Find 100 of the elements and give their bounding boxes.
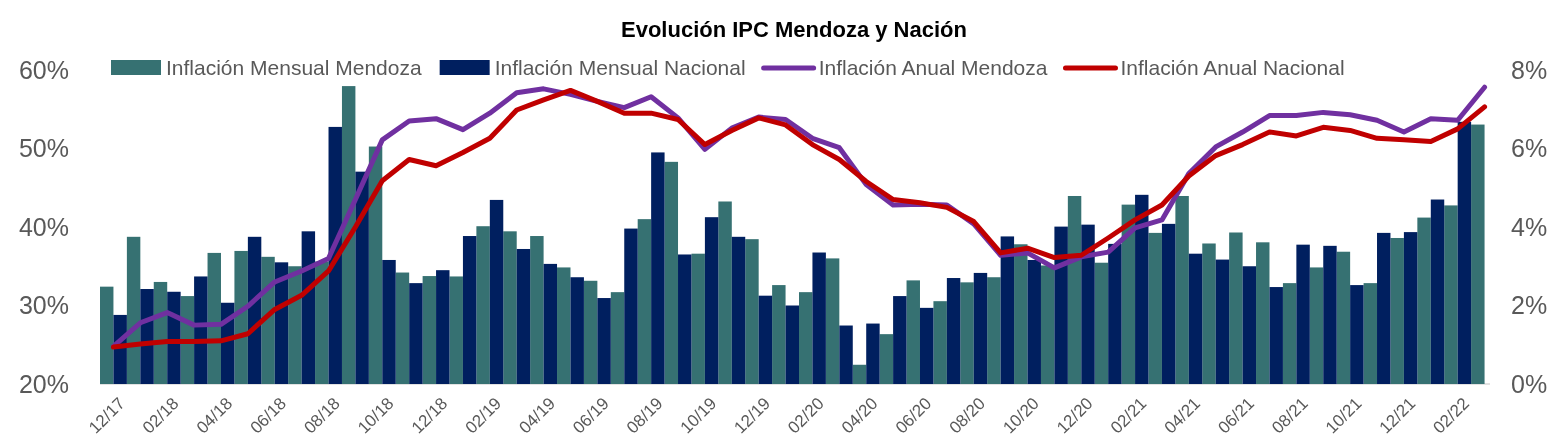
bar bbox=[812, 252, 826, 384]
bar bbox=[1417, 217, 1431, 384]
bar bbox=[570, 277, 584, 384]
bar bbox=[1014, 244, 1028, 384]
bar bbox=[1269, 287, 1283, 384]
bar bbox=[704, 217, 719, 384]
y-tick-label: 60% bbox=[18, 55, 69, 84]
bar bbox=[960, 282, 974, 384]
bar bbox=[597, 298, 611, 384]
bar bbox=[664, 161, 679, 384]
bar bbox=[1027, 259, 1041, 384]
bar bbox=[637, 219, 652, 384]
bar bbox=[1175, 195, 1189, 384]
bar bbox=[946, 278, 961, 384]
chart-title: Evolución IPC Mendoza y Nación bbox=[621, 17, 967, 42]
bar bbox=[516, 248, 531, 384]
bar bbox=[543, 263, 558, 384]
bar bbox=[1229, 232, 1243, 384]
bar bbox=[1457, 121, 1472, 384]
bar bbox=[194, 276, 208, 384]
bar bbox=[100, 286, 114, 384]
bar bbox=[1296, 244, 1310, 384]
bar bbox=[1121, 204, 1136, 384]
bar bbox=[1081, 224, 1095, 384]
bar bbox=[624, 228, 638, 384]
bar bbox=[1444, 205, 1458, 384]
bar bbox=[785, 305, 799, 384]
bar bbox=[288, 266, 302, 384]
bar bbox=[866, 323, 880, 384]
bar bbox=[906, 280, 920, 384]
bar bbox=[409, 283, 423, 384]
bar bbox=[341, 86, 356, 384]
bar bbox=[1403, 232, 1418, 384]
bar bbox=[1040, 265, 1055, 384]
bar bbox=[1161, 223, 1176, 384]
bar bbox=[1067, 195, 1082, 384]
bar bbox=[772, 285, 786, 384]
bar bbox=[1054, 226, 1068, 384]
bar bbox=[583, 280, 598, 384]
bar bbox=[718, 201, 732, 384]
bar bbox=[1282, 283, 1297, 384]
bar bbox=[1000, 236, 1015, 384]
bar bbox=[893, 296, 907, 384]
bar bbox=[610, 292, 625, 384]
bar bbox=[462, 236, 477, 384]
bar bbox=[476, 226, 490, 384]
bar bbox=[919, 307, 934, 384]
y-tick-label: 20% bbox=[18, 369, 69, 398]
y2-tick-label: 2% bbox=[1511, 291, 1548, 319]
bar bbox=[852, 364, 867, 384]
bar bbox=[678, 254, 692, 384]
y2-tick-label: 4% bbox=[1511, 212, 1548, 241]
bar bbox=[1242, 266, 1257, 384]
bar bbox=[973, 272, 988, 384]
bar bbox=[395, 272, 410, 384]
bar bbox=[422, 276, 437, 384]
bar bbox=[1363, 283, 1378, 384]
bar bbox=[1309, 267, 1324, 384]
bar bbox=[1377, 232, 1391, 384]
bar bbox=[691, 253, 705, 384]
bar bbox=[987, 277, 1001, 384]
bar bbox=[382, 259, 396, 384]
y-tick-label: 40% bbox=[18, 212, 69, 241]
bar bbox=[1108, 243, 1122, 384]
bar bbox=[1323, 245, 1337, 384]
bar bbox=[1148, 232, 1162, 384]
bar bbox=[758, 295, 773, 384]
bar bbox=[1202, 243, 1216, 384]
bar bbox=[489, 199, 504, 384]
bar bbox=[933, 301, 947, 384]
bar bbox=[731, 236, 746, 384]
bar bbox=[557, 267, 571, 384]
bar bbox=[1135, 194, 1149, 384]
bar bbox=[530, 236, 544, 384]
bar bbox=[1430, 199, 1445, 384]
bar bbox=[1350, 285, 1364, 384]
y2-tick-label: 0% bbox=[1511, 369, 1548, 398]
bar bbox=[839, 325, 853, 384]
bar bbox=[879, 334, 894, 384]
bar bbox=[1215, 259, 1230, 384]
bar bbox=[503, 231, 517, 384]
bar bbox=[1256, 242, 1270, 384]
legend-label: Inflación Mensual Mendoza bbox=[166, 56, 422, 79]
y2-tick-label: 6% bbox=[1511, 134, 1548, 162]
bar bbox=[799, 292, 813, 384]
bar bbox=[825, 258, 840, 384]
bar bbox=[315, 261, 329, 384]
legend-label: Inflación Anual Nacional bbox=[1120, 56, 1345, 79]
bar bbox=[1390, 237, 1404, 384]
y2-tick-label: 8% bbox=[1511, 55, 1548, 84]
y-tick-label: 50% bbox=[18, 134, 69, 162]
bar bbox=[1471, 124, 1485, 384]
legend-label: Inflación Anual Mendoza bbox=[818, 56, 1048, 79]
bar bbox=[234, 250, 248, 384]
bar bbox=[436, 270, 450, 384]
y-tick-label: 30% bbox=[18, 291, 69, 319]
bar bbox=[449, 276, 463, 384]
bar bbox=[355, 171, 369, 384]
bar bbox=[1094, 262, 1109, 384]
bar bbox=[1336, 251, 1351, 384]
